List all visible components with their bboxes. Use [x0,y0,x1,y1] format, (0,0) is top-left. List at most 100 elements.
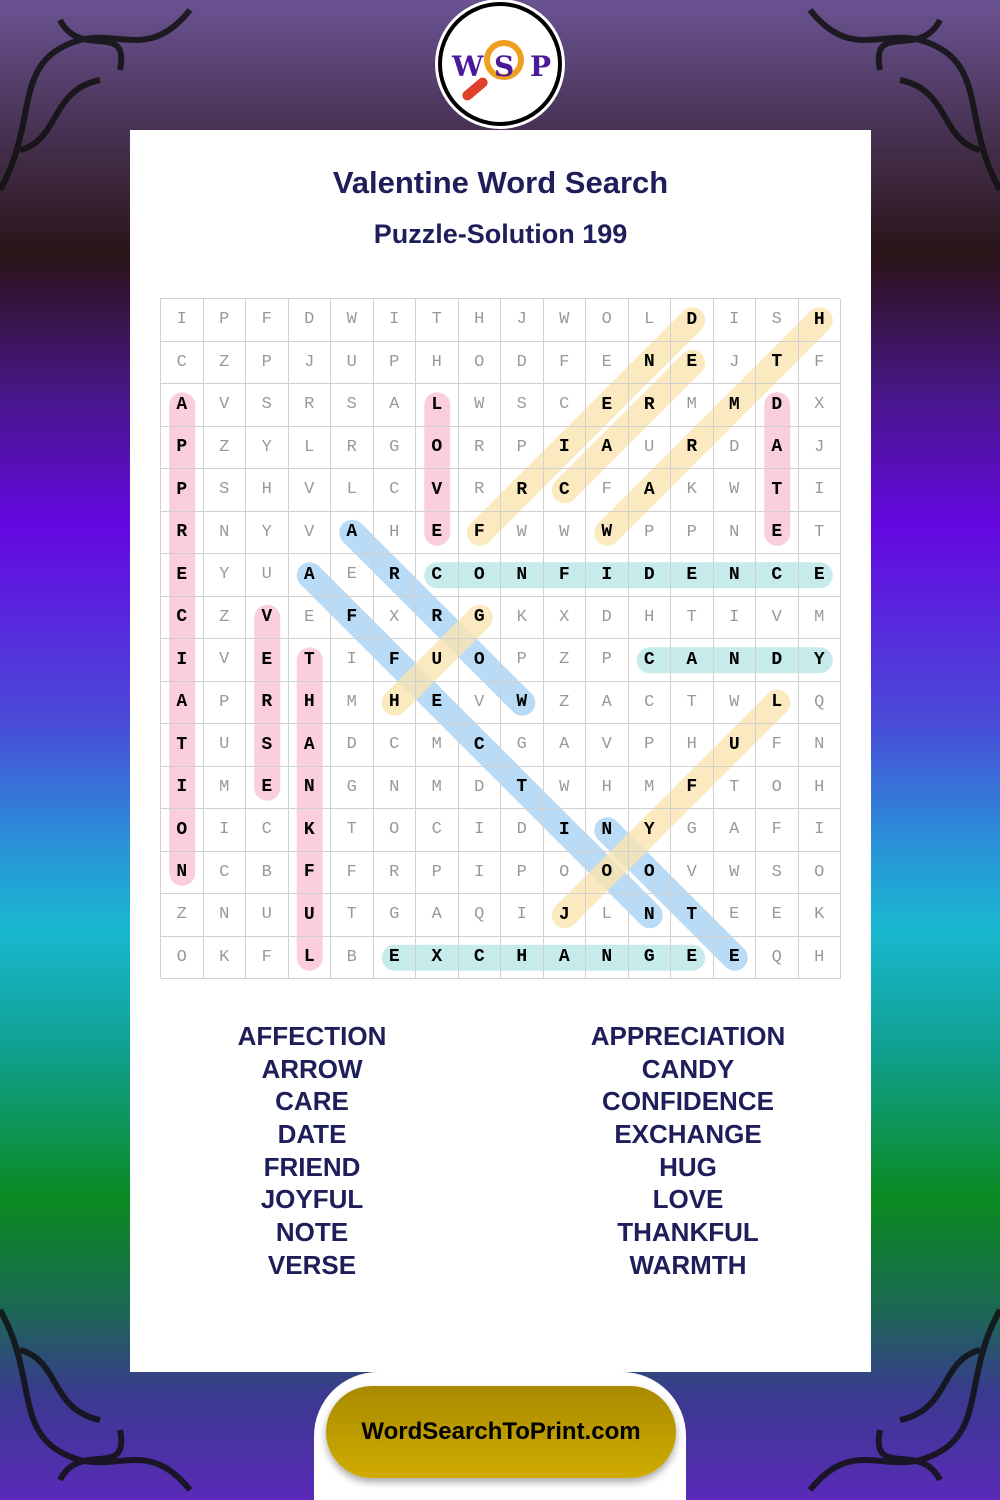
grid-cell[interactable]: I [586,554,629,597]
grid-cell[interactable]: I [713,299,756,342]
grid-cell[interactable]: H [586,766,629,809]
grid-cell[interactable]: Z [203,596,246,639]
grid-cell[interactable]: E [756,511,799,554]
grid-cell[interactable]: H [288,681,331,724]
grid-cell[interactable]: A [288,554,331,597]
grid-cell[interactable]: J [501,299,544,342]
grid-cell[interactable]: O [543,851,586,894]
grid-cell[interactable]: W [543,299,586,342]
grid-cell[interactable]: E [246,766,289,809]
grid-cell[interactable]: E [331,554,374,597]
grid-cell[interactable]: Y [628,809,671,852]
grid-cell[interactable]: S [756,851,799,894]
grid-cell[interactable]: C [373,469,416,512]
grid-cell[interactable]: M [628,766,671,809]
grid-cell[interactable]: N [713,639,756,682]
grid-cell[interactable]: I [161,299,204,342]
grid-cell[interactable]: A [628,469,671,512]
grid-cell[interactable]: I [543,426,586,469]
grid-cell[interactable]: F [756,724,799,767]
grid-cell[interactable]: K [671,469,714,512]
grid-cell[interactable]: F [373,639,416,682]
grid-cell[interactable]: Z [203,426,246,469]
grid-cell[interactable]: F [288,851,331,894]
grid-cell[interactable]: C [628,639,671,682]
grid-cell[interactable]: X [416,936,459,979]
grid-cell[interactable]: M [798,596,841,639]
grid-cell[interactable]: F [246,936,289,979]
grid-cell[interactable]: V [288,469,331,512]
grid-cell[interactable]: V [458,681,501,724]
grid-cell[interactable]: J [543,894,586,937]
grid-cell[interactable]: K [288,809,331,852]
grid-cell[interactable]: P [501,851,544,894]
grid-cell[interactable]: L [628,299,671,342]
grid-cell[interactable]: O [798,851,841,894]
grid-cell[interactable]: H [628,596,671,639]
grid-cell[interactable]: W [543,511,586,554]
grid-cell[interactable]: F [331,851,374,894]
grid-cell[interactable]: R [458,426,501,469]
wsp-logo[interactable]: W S P [438,2,562,126]
grid-cell[interactable]: N [586,809,629,852]
grid-cell[interactable]: U [203,724,246,767]
grid-cell[interactable]: G [458,596,501,639]
grid-cell[interactable]: F [543,341,586,384]
grid-cell[interactable]: F [756,809,799,852]
grid-cell[interactable]: C [161,341,204,384]
grid-cell[interactable]: Z [543,639,586,682]
grid-cell[interactable]: U [628,426,671,469]
grid-cell[interactable]: O [458,341,501,384]
grid-cell[interactable]: R [416,596,459,639]
grid-cell[interactable]: R [373,554,416,597]
grid-cell[interactable]: A [543,936,586,979]
grid-cell[interactable]: O [458,639,501,682]
grid-cell[interactable]: D [501,809,544,852]
grid-cell[interactable]: P [501,426,544,469]
grid-cell[interactable]: P [501,639,544,682]
grid-cell[interactable]: U [246,894,289,937]
grid-cell[interactable]: P [416,851,459,894]
grid-cell[interactable]: N [288,766,331,809]
grid-cell[interactable]: L [288,426,331,469]
grid-cell[interactable]: N [713,554,756,597]
grid-cell[interactable]: D [458,766,501,809]
grid-cell[interactable]: V [203,384,246,427]
grid-cell[interactable]: A [671,639,714,682]
grid-cell[interactable]: P [373,341,416,384]
grid-cell[interactable]: G [331,766,374,809]
grid-cell[interactable]: D [671,299,714,342]
grid-cell[interactable]: C [543,469,586,512]
grid-cell[interactable]: M [331,681,374,724]
grid-cell[interactable]: Y [246,511,289,554]
grid-cell[interactable]: E [671,554,714,597]
grid-cell[interactable]: G [373,894,416,937]
grid-cell[interactable]: S [246,724,289,767]
grid-cell[interactable]: C [416,809,459,852]
grid-cell[interactable]: R [246,681,289,724]
grid-cell[interactable]: D [331,724,374,767]
grid-cell[interactable]: T [288,639,331,682]
grid-cell[interactable]: T [671,596,714,639]
grid-cell[interactable]: D [756,384,799,427]
grid-cell[interactable]: I [798,809,841,852]
grid-cell[interactable]: L [416,384,459,427]
grid-cell[interactable]: L [288,936,331,979]
grid-cell[interactable]: V [288,511,331,554]
grid-cell[interactable]: P [628,724,671,767]
grid-cell[interactable]: H [798,766,841,809]
grid-cell[interactable]: U [246,554,289,597]
grid-cell[interactable]: R [373,851,416,894]
grid-cell[interactable]: T [756,469,799,512]
grid-cell[interactable]: U [288,894,331,937]
grid-cell[interactable]: O [161,936,204,979]
grid-cell[interactable]: P [246,341,289,384]
grid-cell[interactable]: T [798,511,841,554]
grid-cell[interactable]: O [161,809,204,852]
grid-cell[interactable]: Z [161,894,204,937]
grid-cell[interactable]: Z [203,341,246,384]
grid-cell[interactable]: G [671,809,714,852]
grid-cell[interactable]: A [373,384,416,427]
grid-cell[interactable]: P [161,426,204,469]
grid-cell[interactable]: E [713,894,756,937]
